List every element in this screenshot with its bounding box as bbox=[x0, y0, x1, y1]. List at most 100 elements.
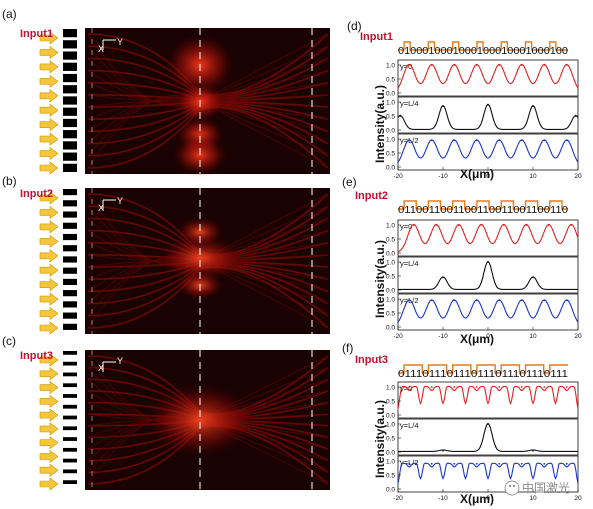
peak-point bbox=[430, 386, 433, 388]
y-tick-label: 0.5 bbox=[386, 114, 395, 121]
code-waveform bbox=[398, 41, 568, 51]
input-pattern-bar bbox=[63, 267, 77, 274]
y-tick-label: 0.0 bbox=[386, 413, 395, 420]
y-tick-label: 1.0 bbox=[386, 137, 395, 144]
panel-d-input-label: Input1 bbox=[360, 31, 393, 43]
peak-point bbox=[520, 139, 523, 142]
input-pattern-bg bbox=[62, 350, 78, 490]
peak-point bbox=[475, 139, 478, 142]
x-tick-label: 10 bbox=[529, 173, 537, 180]
input-pattern-bar bbox=[63, 394, 77, 398]
series-line bbox=[397, 385, 579, 409]
y-tick-label: 0.0 bbox=[386, 251, 395, 258]
row-label: y=L/4 bbox=[400, 259, 419, 268]
peak-point bbox=[543, 64, 546, 66]
focus-spot bbox=[154, 232, 246, 284]
sim-panel-a bbox=[39, 28, 330, 177]
input-arrow-icon bbox=[39, 278, 59, 292]
subplot-frame bbox=[397, 293, 579, 331]
peak-point bbox=[399, 115, 402, 117]
watermark-text: 中国激光 bbox=[522, 480, 570, 495]
axis-glyph-icon bbox=[102, 39, 116, 50]
input-pattern-bar bbox=[63, 301, 77, 308]
input-pattern-bar bbox=[63, 383, 77, 388]
panel-a-axis-y: Y bbox=[117, 37, 123, 47]
y-tick-label: 0.5 bbox=[386, 399, 395, 406]
input-pattern-bar bbox=[63, 437, 77, 441]
peak-point bbox=[498, 64, 501, 66]
input-pattern-bar bbox=[63, 447, 77, 452]
input-pattern-bar bbox=[63, 469, 77, 474]
y-tick-label: 0.0 bbox=[386, 450, 395, 457]
peak-point bbox=[430, 462, 433, 465]
axis-glyph-icon bbox=[102, 199, 116, 210]
panel-f-input-label: Input3 bbox=[355, 354, 388, 366]
subplot-yl2: 0.00.51.0 y=L/2 bbox=[386, 133, 579, 172]
input-arrow-icon bbox=[39, 449, 59, 464]
peak-point bbox=[520, 462, 523, 465]
x-tick-label: 0 bbox=[486, 495, 490, 502]
subplot-y0: 0.0 0.5 1.0 y=0 bbox=[386, 381, 579, 420]
input-arrow-icon bbox=[39, 321, 59, 335]
input-arrow-icon bbox=[39, 263, 59, 277]
y-tick-label: 1.0 bbox=[386, 100, 395, 107]
input-pattern-bar bbox=[63, 480, 77, 484]
y-tick-label: 0.0 bbox=[386, 91, 395, 98]
input-pattern-bar bbox=[63, 426, 77, 431]
input-arrow-icon bbox=[39, 234, 59, 248]
input-arrow-icon bbox=[39, 161, 59, 175]
panel-c-input-label: Input3 bbox=[20, 350, 53, 362]
input-arrow-icon bbox=[39, 89, 59, 103]
peak-point bbox=[565, 386, 568, 388]
panel-e-input-label: Input2 bbox=[355, 190, 388, 202]
code-waveform bbox=[398, 200, 568, 210]
row-label: y=L/4 bbox=[400, 421, 419, 430]
y-tick-label: 0.5 bbox=[386, 77, 395, 84]
focus-spot bbox=[174, 216, 226, 248]
y-tick-label: 0.5 bbox=[386, 473, 395, 480]
input-pattern-bar bbox=[63, 211, 77, 218]
x-tick-label: -10 bbox=[438, 495, 448, 502]
peak-point bbox=[498, 386, 501, 388]
peak-point bbox=[574, 115, 577, 117]
peak-point bbox=[475, 462, 478, 465]
row-label: y=L/4 bbox=[400, 99, 419, 108]
peak-point bbox=[453, 64, 456, 66]
row-label: y=0 bbox=[400, 222, 412, 231]
input-pattern-bar bbox=[63, 152, 77, 161]
x-tick-label: 20 bbox=[574, 495, 582, 502]
subplot-frame bbox=[397, 59, 579, 97]
input-arrow-icon bbox=[39, 191, 59, 205]
x-tick-label: -10 bbox=[438, 173, 448, 180]
y-tick-label: 0.0 bbox=[386, 325, 395, 332]
axis-glyph-icon bbox=[102, 361, 116, 372]
y-tick-label: 1.0 bbox=[386, 459, 395, 466]
subplot-yl4: 0.0 0.5 1.0 y=L/4 bbox=[386, 418, 579, 457]
focus-spot bbox=[140, 380, 260, 460]
peak-point bbox=[525, 224, 528, 226]
peak-point bbox=[435, 224, 438, 226]
input-pattern-bar bbox=[63, 96, 77, 105]
subplot-y0: 0.0 0.5 1.0 y=0 bbox=[386, 219, 579, 258]
input-arrow-icon bbox=[39, 292, 59, 306]
series-line bbox=[397, 299, 579, 323]
peak-point bbox=[408, 139, 411, 142]
peak-point bbox=[457, 224, 460, 226]
y-tick-label: 1.0 bbox=[386, 223, 395, 230]
peak-point bbox=[480, 224, 483, 226]
subplot-frame bbox=[397, 381, 579, 419]
x-tick-label: 10 bbox=[529, 495, 537, 502]
subplot-yl4: 0.0 0.5 1.0 y=L/4 bbox=[386, 256, 579, 295]
peak-point bbox=[442, 105, 444, 108]
input-pattern-bar bbox=[63, 118, 77, 128]
peak-point bbox=[543, 462, 546, 465]
panel-a-axis-x: X bbox=[98, 44, 104, 54]
subplot-yl2: 0.00.51.0 y=L/2 bbox=[386, 293, 579, 332]
peak-point bbox=[430, 139, 433, 142]
row-label: y=0 bbox=[400, 384, 412, 393]
x-tick-label: -10 bbox=[438, 333, 448, 340]
subplot-frame bbox=[397, 455, 579, 493]
peak-point bbox=[543, 299, 546, 302]
input-arrow-icon bbox=[39, 103, 59, 117]
peak-point bbox=[475, 299, 478, 302]
